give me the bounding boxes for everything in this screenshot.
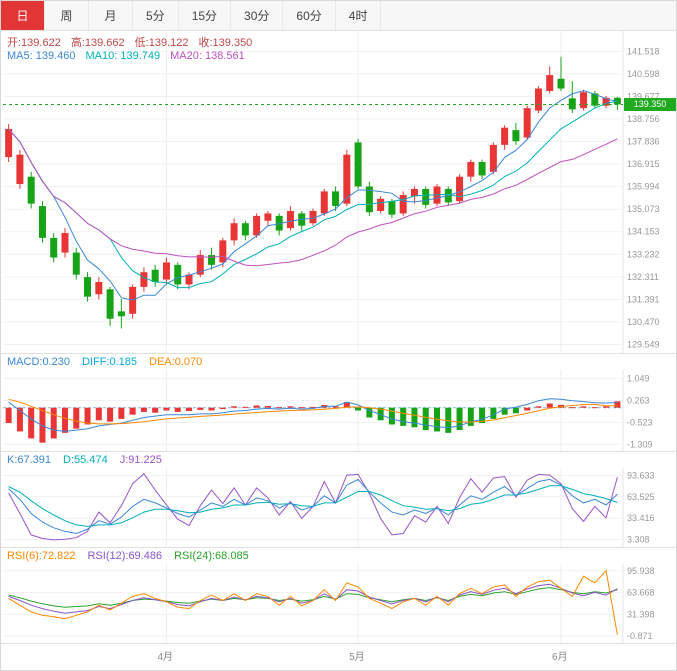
svg-text:1.049: 1.049 (627, 373, 650, 383)
svg-text:-0.523: -0.523 (627, 417, 653, 427)
current-price-badge: 139.350 (624, 97, 676, 111)
kdj-k-value: K:67.391 (7, 454, 52, 466)
tab-week[interactable]: 周 (45, 1, 89, 30)
kdj-j-value: J:91.225 (119, 454, 162, 466)
svg-text:-1.309: -1.309 (627, 439, 653, 449)
svg-text:129.549: 129.549 (627, 339, 660, 349)
ohlc-readout: 开:139.622 高:139.662 低:139.122 收:139.350 (7, 34, 252, 50)
ma-readout: MA5: 139.460 MA10: 139.749 MA20: 138.561 (7, 50, 245, 62)
macd-panel: MACD:0.230 DIFF:0.185 DEA:0.070 1.049 0.2… (1, 353, 677, 451)
svg-text:134.153: 134.153 (627, 227, 660, 237)
rsi24-value: RSI(24):68.085 (174, 550, 249, 562)
svg-text:135.994: 135.994 (627, 182, 660, 192)
kdj-d-value: D:55.474 (63, 454, 108, 466)
rsi-readout: RSI(6):72.822 RSI(12):69.486 RSI(24):68.… (1, 548, 676, 564)
svg-text:-0.871: -0.871 (627, 631, 653, 641)
svg-text:3.308: 3.308 (627, 535, 650, 545)
timeframe-toolbar: 日 周 月 5分 15分 30分 60分 4时 (1, 1, 676, 31)
svg-text:95.938: 95.938 (627, 566, 655, 576)
svg-text:133.232: 133.232 (627, 249, 660, 259)
svg-text:132.311: 132.311 (627, 272, 659, 282)
tab-60min[interactable]: 60分 (283, 1, 336, 30)
ma10-value: MA10: 139.749 (85, 50, 161, 62)
macd-chart[interactable]: 1.049 0.263 -0.523 -1.309 (1, 370, 677, 451)
macd-value: MACD:0.230 (7, 356, 70, 368)
x-axis: 4月 5月 6月 (1, 643, 676, 665)
rsi6-value: RSI(6):72.822 (7, 550, 76, 562)
ma5-value: MA5: 139.460 (7, 50, 76, 62)
svg-text:93.633: 93.633 (627, 470, 655, 480)
diff-value: DIFF:0.185 (81, 356, 138, 368)
svg-text:131.391: 131.391 (627, 294, 660, 304)
kdj-chart[interactable]: 93.633 63.525 33.416 3.308 (1, 468, 677, 547)
svg-text:136.915: 136.915 (627, 159, 660, 169)
svg-text:0.263: 0.263 (627, 395, 650, 405)
close-value: 收:139.350 (198, 37, 253, 49)
svg-text:130.470: 130.470 (627, 317, 660, 327)
tab-month[interactable]: 月 (89, 1, 133, 30)
svg-text:140.598: 140.598 (627, 69, 660, 79)
open-value: 开:139.622 (7, 37, 61, 49)
svg-text:31.398: 31.398 (627, 609, 655, 619)
ma20-value: MA20: 138.561 (170, 50, 245, 62)
kdj-readout: K:67.391 D:55.474 J:91.225 (1, 452, 676, 468)
svg-text:135.073: 135.073 (627, 204, 660, 214)
tab-5min[interactable]: 5分 (133, 1, 179, 30)
svg-text:139.677: 139.677 (627, 91, 660, 101)
tab-day[interactable]: 日 (1, 1, 45, 30)
svg-text:141.518: 141.518 (627, 46, 660, 56)
svg-text:63.668: 63.668 (627, 588, 655, 598)
svg-text:33.416: 33.416 (627, 513, 655, 523)
tab-15min[interactable]: 15分 (179, 1, 232, 30)
low-value: 低:139.122 (134, 37, 189, 49)
kdj-panel: K:67.391 D:55.474 J:91.225 93.633 63.525 3… (1, 451, 677, 547)
macd-readout: MACD:0.230 DIFF:0.185 DEA:0.070 (1, 354, 676, 370)
candlestick-chart[interactable]: 141.518 140.598 139.677 138.756 137.836 136.9… (1, 31, 677, 353)
tab-30min[interactable]: 30分 (231, 1, 284, 30)
svg-text:63.525: 63.525 (627, 492, 655, 502)
xaxis-label: 6月 (552, 652, 568, 663)
rsi-panel: RSI(6):72.822 RSI(12):69.486 RSI(24):68.… (1, 547, 677, 643)
tab-4hour[interactable]: 4时 (336, 1, 382, 30)
main-chart-panel: 141.518 140.598 139.677 138.756 137.836 136.9… (1, 31, 677, 353)
svg-text:138.756: 138.756 (627, 114, 660, 124)
xaxis-label: 4月 (157, 652, 174, 663)
high-value: 高:139.662 (70, 37, 125, 49)
rsi12-value: RSI(12):69.486 (87, 550, 163, 562)
svg-text:137.836: 137.836 (627, 137, 660, 147)
dea-value: DEA:0.070 (149, 356, 203, 368)
rsi-chart[interactable]: 95.938 63.668 31.398 -0.871 (1, 564, 677, 643)
xaxis-label: 5月 (349, 652, 365, 663)
